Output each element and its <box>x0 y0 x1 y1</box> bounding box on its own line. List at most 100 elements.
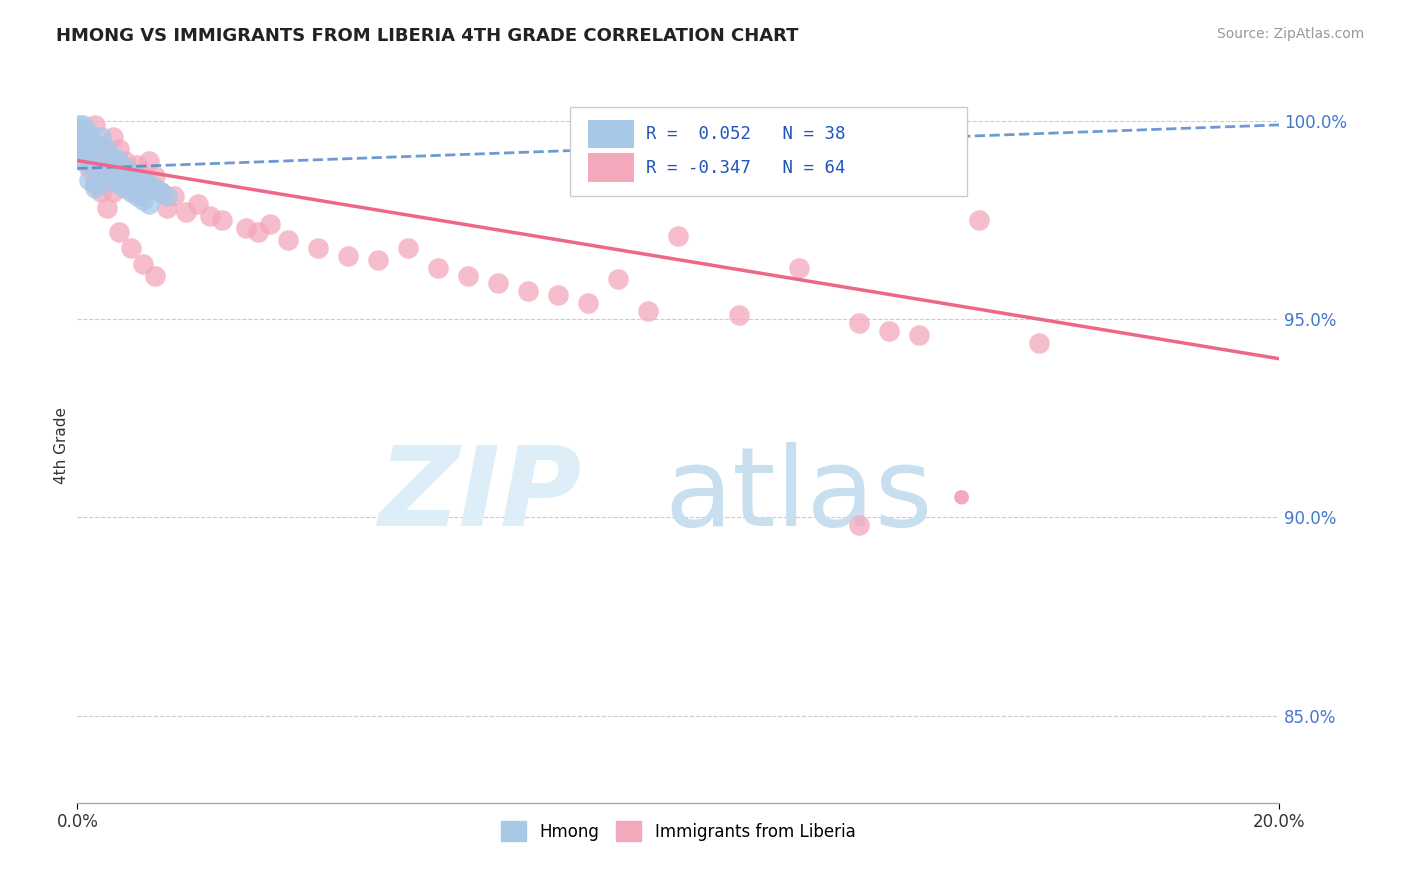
Point <box>79 129 101 144</box>
Point <box>150 186 173 200</box>
Point <box>70 126 93 140</box>
Text: ●: ● <box>952 486 969 506</box>
Point <box>259 217 281 231</box>
Point <box>138 178 160 192</box>
Y-axis label: 4th Grade: 4th Grade <box>53 408 69 484</box>
Point <box>84 137 107 152</box>
Point <box>90 137 112 152</box>
Point <box>162 189 184 203</box>
Point <box>120 165 142 179</box>
Point <box>132 169 155 184</box>
Point <box>576 296 599 310</box>
Point <box>367 252 389 267</box>
Point <box>517 285 540 299</box>
Point <box>145 181 167 195</box>
Point <box>72 142 94 156</box>
Point <box>79 173 101 187</box>
Point <box>848 518 870 533</box>
Point <box>132 173 155 187</box>
Point <box>72 118 94 132</box>
Point <box>84 118 107 132</box>
Point <box>908 328 931 343</box>
Point <box>103 129 125 144</box>
Point <box>607 272 630 286</box>
Point <box>79 161 101 176</box>
Point <box>336 249 359 263</box>
Text: ZIP: ZIP <box>378 442 582 549</box>
Point <box>90 178 112 192</box>
Point <box>277 233 299 247</box>
Point <box>727 308 749 322</box>
Point <box>127 189 149 203</box>
Point <box>127 157 149 171</box>
Point <box>235 221 257 235</box>
Point <box>108 178 131 192</box>
Text: Source: ZipAtlas.com: Source: ZipAtlas.com <box>1216 27 1364 41</box>
Point <box>84 161 107 176</box>
Point <box>127 169 149 184</box>
Bar <box>588 120 634 148</box>
Point <box>127 186 149 200</box>
Point <box>90 186 112 200</box>
Point <box>145 268 167 283</box>
Point <box>72 142 94 156</box>
Point <box>69 121 91 136</box>
Point <box>114 181 136 195</box>
Point <box>108 169 131 184</box>
Point <box>84 145 107 160</box>
Point <box>96 173 118 187</box>
Point <box>120 186 142 200</box>
Point <box>132 193 155 207</box>
Point <box>103 157 125 171</box>
Point <box>1028 335 1050 350</box>
Point <box>103 150 125 164</box>
Point <box>67 150 90 164</box>
Point <box>637 304 659 318</box>
Point <box>114 181 136 195</box>
Point <box>108 153 131 168</box>
Point <box>668 228 690 243</box>
Point <box>150 186 173 200</box>
Point <box>72 126 94 140</box>
Point <box>90 153 112 168</box>
Point <box>103 186 125 200</box>
Point <box>108 142 131 156</box>
Point <box>70 142 93 156</box>
Point <box>138 181 160 195</box>
Point <box>79 126 101 140</box>
Point <box>198 209 221 223</box>
Point <box>114 161 136 176</box>
Point <box>103 173 125 187</box>
Point <box>67 118 90 132</box>
Text: R =  0.052   N = 38: R = 0.052 N = 38 <box>645 125 845 143</box>
Point <box>848 316 870 330</box>
Text: HMONG VS IMMIGRANTS FROM LIBERIA 4TH GRADE CORRELATION CHART: HMONG VS IMMIGRANTS FROM LIBERIA 4TH GRA… <box>56 27 799 45</box>
Point <box>457 268 479 283</box>
Point <box>145 169 167 184</box>
Point <box>120 241 142 255</box>
Point <box>72 153 94 168</box>
Point <box>96 150 118 164</box>
Point <box>427 260 450 275</box>
Point <box>96 165 118 179</box>
Point <box>547 288 569 302</box>
Point <box>246 225 269 239</box>
Point <box>174 205 197 219</box>
Point <box>96 142 118 156</box>
Point <box>132 257 155 271</box>
Point <box>79 150 101 164</box>
Point <box>486 277 509 291</box>
Point <box>120 165 142 179</box>
Point <box>877 324 900 338</box>
Point <box>84 173 107 187</box>
Point <box>84 178 107 192</box>
Point <box>967 213 990 227</box>
Point <box>396 241 419 255</box>
Point <box>72 129 94 144</box>
Point <box>138 153 160 168</box>
Bar <box>588 153 634 182</box>
Point <box>186 197 209 211</box>
Point <box>96 201 118 215</box>
Legend: Hmong, Immigrants from Liberia: Hmong, Immigrants from Liberia <box>495 814 862 848</box>
Point <box>90 129 112 144</box>
